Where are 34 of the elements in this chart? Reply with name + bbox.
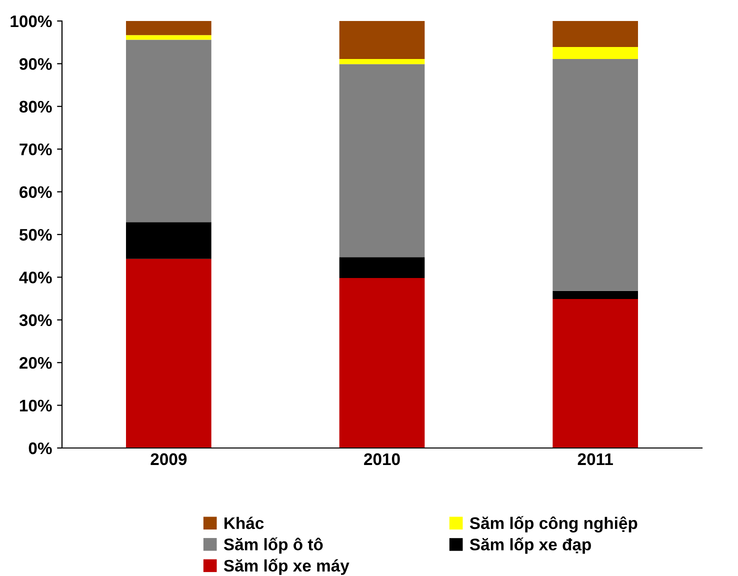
x-tick-label: 2010: [364, 453, 400, 466]
bar: [126, 222, 212, 259]
bar: [339, 257, 425, 278]
x-tick-label: 2009: [150, 453, 187, 466]
legend-label: Săm lốp xe máy: [224, 558, 350, 575]
y-tick-label: 10%: [20, 400, 52, 412]
y-tick-label: 50%: [19, 228, 52, 241]
bar: [339, 21, 425, 60]
y-tick-label: 90%: [20, 58, 52, 70]
y-tick-label: 70%: [20, 144, 52, 156]
y-tick-label: 60%: [20, 186, 52, 198]
bar: [552, 290, 638, 299]
legend-label: Săm lốp xe đạp: [470, 537, 591, 554]
bar: [339, 64, 425, 258]
bar: [552, 59, 638, 291]
y-tick-label: 0%: [28, 442, 52, 454]
bar: [126, 40, 212, 222]
bar: [126, 21, 212, 36]
bar: [552, 47, 638, 60]
bar: [126, 35, 212, 40]
y-tick-label: 40%: [19, 272, 52, 284]
y-tick-label: 20%: [20, 357, 52, 369]
x-tick-label: 2011: [578, 453, 613, 466]
bar: [339, 278, 425, 448]
bar: [552, 21, 638, 48]
legend-label: Săm lốp công nghiệp: [470, 516, 638, 532]
y-tick-label: 100%: [10, 15, 52, 28]
y-tick-label: 80%: [19, 100, 52, 113]
bar: [126, 258, 212, 448]
bar: [552, 298, 638, 448]
y-tick-label: 30%: [19, 314, 52, 326]
bar: [339, 59, 425, 64]
legend-label: Khác: [224, 516, 264, 530]
legend-label: Săm lốp ô tô: [224, 537, 323, 554]
